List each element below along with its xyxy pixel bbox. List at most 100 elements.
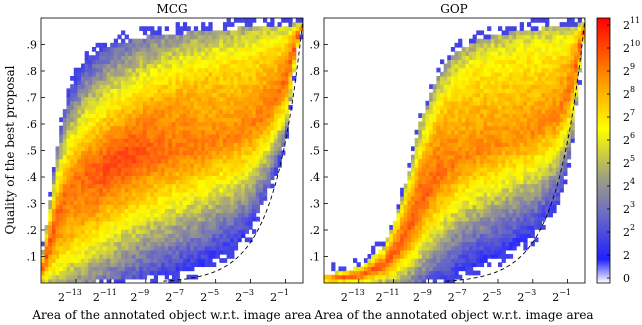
heatmap-cell — [342, 274, 347, 280]
heatmap-cell — [110, 167, 115, 172]
heatmap-cell — [490, 88, 495, 94]
heatmap-cell — [248, 125, 253, 131]
heatmap-cell — [385, 258, 390, 263]
heatmap-cell — [110, 84, 115, 89]
heatmap-cell — [273, 55, 279, 61]
heatmap-cell — [215, 245, 220, 251]
heatmap-cell — [432, 233, 437, 239]
heatmap-cell — [168, 225, 173, 230]
heatmap-cell — [494, 237, 499, 243]
heatmap-cell — [414, 237, 419, 243]
heatmap-cell — [179, 187, 184, 193]
heatmap-cell — [222, 216, 228, 222]
heatmap-cell — [215, 138, 220, 143]
heatmap-cell — [440, 146, 445, 152]
heatmap-cell — [81, 196, 86, 201]
heatmap-cell — [48, 278, 53, 283]
heatmap-cell — [99, 42, 104, 48]
heatmap-cell — [77, 274, 82, 280]
heatmap-cell — [292, 55, 297, 61]
heatmap-cell — [440, 274, 445, 280]
heatmap-cell — [215, 84, 220, 89]
heatmap-cell — [164, 67, 169, 73]
heatmap-cell — [450, 104, 456, 110]
heatmap-cell — [66, 245, 71, 251]
heatmap-cell — [197, 46, 202, 52]
heatmap-cell — [70, 237, 75, 243]
heatmap-cell — [248, 30, 253, 36]
heatmap-cell — [44, 233, 49, 239]
heatmap-cell — [51, 254, 57, 259]
heatmap-cell — [465, 167, 470, 172]
heatmap-cell — [117, 59, 122, 65]
heatmap-cell — [77, 96, 82, 102]
heatmap-cell — [295, 26, 300, 32]
heatmap-cell — [400, 191, 405, 197]
heatmap-cell — [226, 88, 231, 94]
heatmap-cell — [248, 84, 253, 89]
heatmap-cell — [81, 133, 86, 139]
heatmap-cell — [461, 67, 466, 73]
heatmap-cell — [179, 100, 184, 106]
heatmap-cell — [84, 241, 89, 247]
heatmap-cell — [99, 162, 104, 168]
heatmap-cell — [222, 200, 228, 205]
heatmap-cell — [153, 171, 159, 176]
heatmap-cell — [190, 241, 195, 247]
heatmap-cell — [476, 229, 481, 234]
heatmap-cell — [273, 138, 279, 143]
heatmap-cell — [295, 18, 300, 23]
heatmap-cell — [230, 42, 235, 48]
heatmap-cell — [447, 75, 452, 81]
heatmap-cell — [124, 146, 129, 152]
heatmap-cell — [88, 212, 93, 218]
heatmap-cell — [226, 71, 231, 77]
heatmap-cell — [461, 266, 466, 272]
heatmap-cell — [400, 196, 405, 201]
heatmap-cell — [131, 220, 137, 226]
heatmap-cell — [153, 278, 159, 283]
heatmap-cell — [479, 42, 485, 48]
heatmap-cell — [121, 191, 126, 197]
heatmap-cell — [124, 200, 129, 205]
heatmap-cell — [128, 109, 133, 114]
heatmap-cell — [219, 133, 224, 139]
heatmap-cell — [117, 96, 122, 102]
heatmap-cell — [219, 138, 224, 143]
heatmap-cell — [219, 208, 224, 214]
heatmap-cell — [363, 258, 369, 263]
heatmap-cell — [150, 75, 155, 81]
heatmap-cell — [476, 167, 481, 172]
heatmap-cell — [233, 220, 239, 226]
heatmap-cell — [139, 274, 144, 280]
heatmap-cell — [128, 245, 133, 251]
heatmap-cell — [135, 113, 140, 118]
heatmap-cell — [385, 278, 390, 283]
heatmap-cell — [117, 233, 122, 239]
heatmap-cell — [172, 138, 177, 143]
heatmap-cell — [113, 200, 119, 205]
heatmap-cell — [88, 249, 93, 255]
heatmap-cell — [389, 249, 394, 255]
heatmap-cell — [48, 204, 53, 210]
heatmap-cell — [179, 129, 184, 135]
heatmap-cell — [259, 150, 264, 156]
heatmap-cell — [458, 171, 463, 176]
heatmap-cell — [121, 133, 126, 139]
heatmap-cell — [421, 142, 427, 147]
heatmap-cell — [476, 249, 481, 255]
heatmap-cell — [472, 142, 477, 147]
heatmap-cell — [131, 150, 137, 156]
heatmap-cell — [135, 220, 140, 226]
heatmap-cell — [146, 179, 151, 185]
heatmap-cell — [494, 187, 499, 193]
heatmap-cell — [490, 191, 495, 197]
heatmap-cell — [172, 191, 177, 197]
heatmap-cell — [284, 75, 290, 81]
heatmap-cell — [450, 225, 456, 230]
heatmap-cell — [121, 138, 126, 143]
heatmap-cell — [421, 220, 427, 226]
heatmap-cell — [204, 220, 209, 226]
heatmap-cell — [273, 46, 279, 52]
heatmap-cell — [175, 129, 180, 135]
